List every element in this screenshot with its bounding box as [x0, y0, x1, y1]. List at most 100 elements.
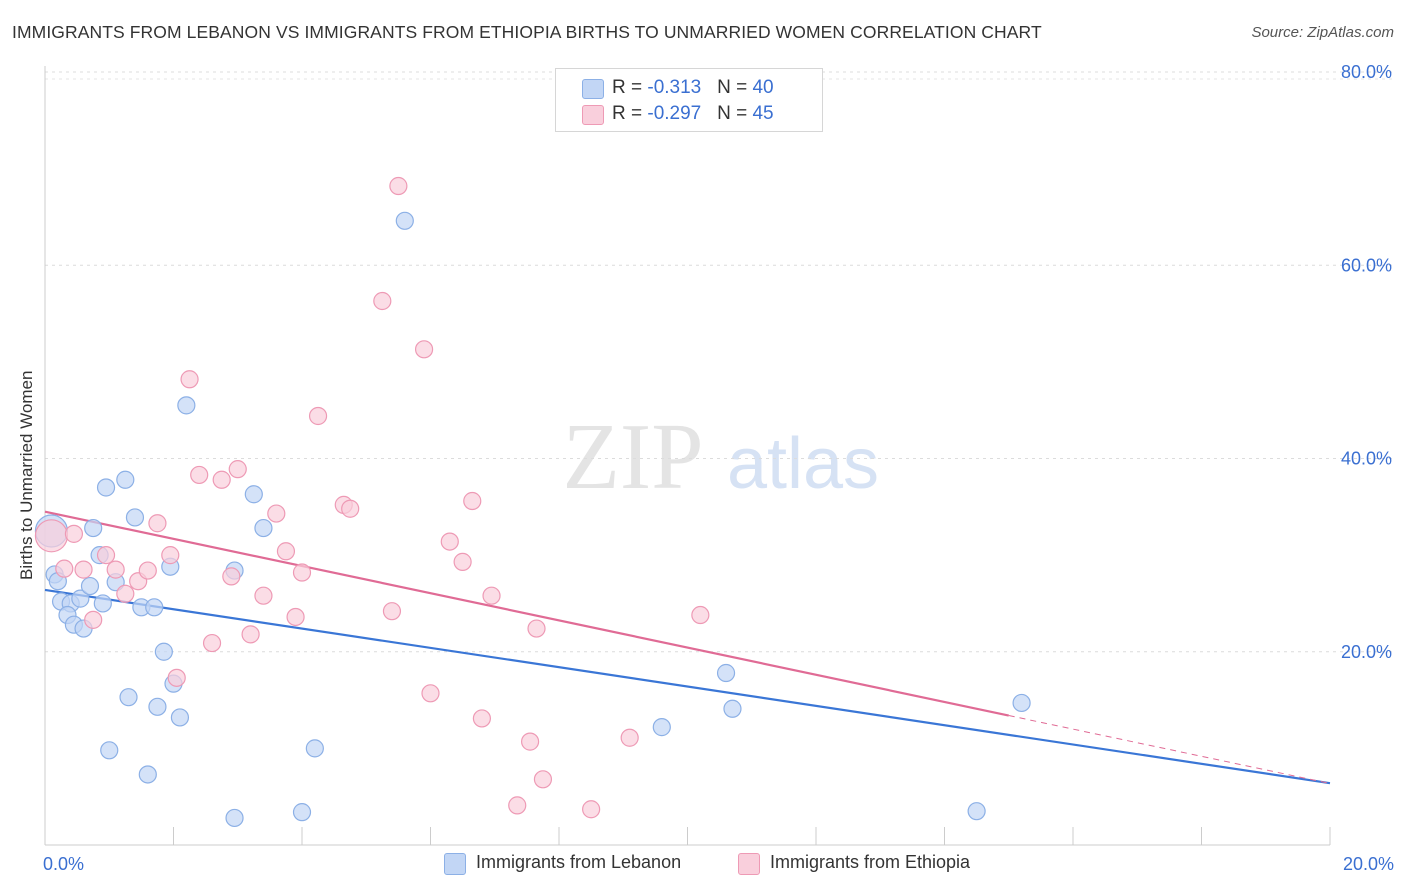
ethiopia-point — [161, 546, 180, 565]
ethiopia-trend-extension — [1008, 715, 1331, 784]
lebanon-point — [305, 739, 324, 758]
ethiopia-point — [64, 524, 84, 543]
ethiopia-point — [533, 770, 553, 789]
lebanon-point — [244, 485, 263, 504]
legend-lebanon-r-value: -0.313 — [647, 77, 702, 98]
ethiopia-point — [286, 607, 305, 627]
lebanon-point — [225, 808, 244, 828]
ethiopia-point — [308, 406, 328, 426]
legend-lebanon-text: R = -0.313 N = 40 — [612, 77, 774, 99]
ethiopia-point — [414, 340, 434, 359]
ethiopia-point — [691, 605, 710, 625]
ethiopia-point — [389, 176, 408, 196]
ethiopia-point — [341, 499, 360, 518]
ethiopia-point — [148, 514, 167, 533]
y-axis-label: Births to Unmarried Women — [17, 370, 36, 580]
lebanon-point — [723, 699, 742, 718]
ethiopia-point — [453, 552, 472, 571]
tick-labels: 20.0% 40.0% 60.0% 80.0% 0.0% 20.0% — [43, 62, 1394, 874]
lebanon-point — [1012, 693, 1031, 713]
ethiopia-point — [373, 291, 392, 311]
lebanon-point — [80, 576, 100, 596]
ethiopia-point — [276, 542, 296, 561]
data-points — [34, 176, 1031, 828]
watermark: ZIP atlas — [563, 405, 880, 509]
ethiopia-point — [55, 559, 74, 578]
ethiopia-point — [212, 470, 231, 489]
lebanon-point — [177, 396, 196, 415]
y-tick-label-80: 80.0% — [1341, 62, 1392, 82]
correlation-legend: R = -0.313 N = 40 R = -0.297 N = 45 — [555, 68, 823, 132]
ethiopia-swatch-icon — [582, 105, 604, 125]
trend-lines — [44, 510, 1331, 785]
lebanon-point — [84, 518, 103, 538]
chart-title: IMMIGRANTS FROM LEBANON VS IMMIGRANTS FR… — [12, 22, 1042, 42]
ethiopia-point — [74, 560, 93, 579]
ethiopia-point — [116, 584, 135, 603]
lebanon-trend-line — [44, 588, 1331, 785]
legend-lebanon-n-value: 40 — [752, 77, 774, 98]
ethiopia-point — [421, 684, 440, 703]
legend-lebanon-r-label: R = — [612, 77, 648, 98]
y-tick-label-20: 20.0% — [1341, 642, 1392, 662]
lebanon-point — [93, 594, 112, 613]
ethiopia-point — [222, 567, 241, 586]
ethiopia-point — [267, 504, 286, 523]
lebanon-point — [967, 802, 986, 821]
ethiopia-point — [202, 633, 222, 653]
y-tick-label-40: 40.0% — [1341, 449, 1392, 469]
ethiopia-point — [508, 796, 527, 815]
legend-ethiopia-n-label: N = — [717, 103, 753, 124]
ethiopia-point — [463, 491, 482, 511]
bottom-legend-ethiopia-label: Immigrants from Ethiopia — [770, 852, 971, 872]
ethiopia-point — [180, 370, 199, 389]
bottom-lebanon-swatch-icon — [444, 853, 466, 875]
lebanon-point — [125, 508, 145, 527]
legend-ethiopia-n-value: 45 — [752, 103, 774, 124]
ethiopia-point — [106, 560, 125, 579]
lebanon-point — [170, 708, 190, 727]
lebanon-swatch-icon — [582, 79, 604, 99]
ethiopia-point — [241, 625, 260, 644]
lebanon-point — [145, 598, 164, 617]
watermark-atlas: atlas — [727, 424, 879, 504]
ethiopia-point — [520, 732, 540, 751]
ethiopia-point — [527, 619, 546, 638]
ethiopia-point — [620, 728, 639, 747]
ethiopia-point — [84, 610, 103, 629]
ethiopia-point — [254, 586, 273, 605]
legend-lebanon-n-label: N = — [717, 77, 753, 98]
source-label: Source: ZipAtlas.com — [1251, 24, 1394, 41]
watermark-zip: ZIP — [563, 405, 704, 509]
x-tick-label-max: 20.0% — [1343, 854, 1394, 874]
lebanon-point — [96, 478, 116, 497]
legend-ethiopia-text: R = -0.297 N = 45 — [612, 103, 774, 125]
bottom-legend-lebanon-label: Immigrants from Lebanon — [476, 852, 682, 872]
ethiopia-point — [138, 561, 157, 580]
ethiopia-point — [167, 668, 186, 687]
x-tick-label-min: 0.0% — [43, 854, 84, 874]
axes — [44, 66, 1331, 846]
lebanon-point — [100, 741, 119, 760]
ethiopia-point — [440, 532, 459, 551]
gridlines — [45, 71, 1392, 653]
ethiopia-point — [582, 800, 601, 819]
lebanon-point — [116, 470, 135, 489]
lebanon-point — [71, 589, 90, 608]
lebanon-point — [716, 663, 736, 683]
ethiopia-point — [190, 465, 209, 485]
bottom-ethiopia-swatch-icon — [738, 853, 760, 875]
lebanon-point — [395, 211, 414, 230]
ethiopia-point — [472, 709, 491, 728]
legend-ethiopia-r-label: R = — [612, 103, 648, 124]
y-tick-label-60: 60.0% — [1341, 255, 1392, 275]
legend-ethiopia-r-value: -0.297 — [647, 103, 702, 124]
ethiopia-trend-line — [44, 510, 1009, 717]
lebanon-point — [652, 718, 671, 737]
ethiopia-point — [34, 519, 69, 553]
lebanon-point — [148, 697, 167, 716]
lebanon-point — [119, 688, 138, 707]
ethiopia-point — [292, 563, 312, 582]
lebanon-point — [138, 765, 157, 784]
